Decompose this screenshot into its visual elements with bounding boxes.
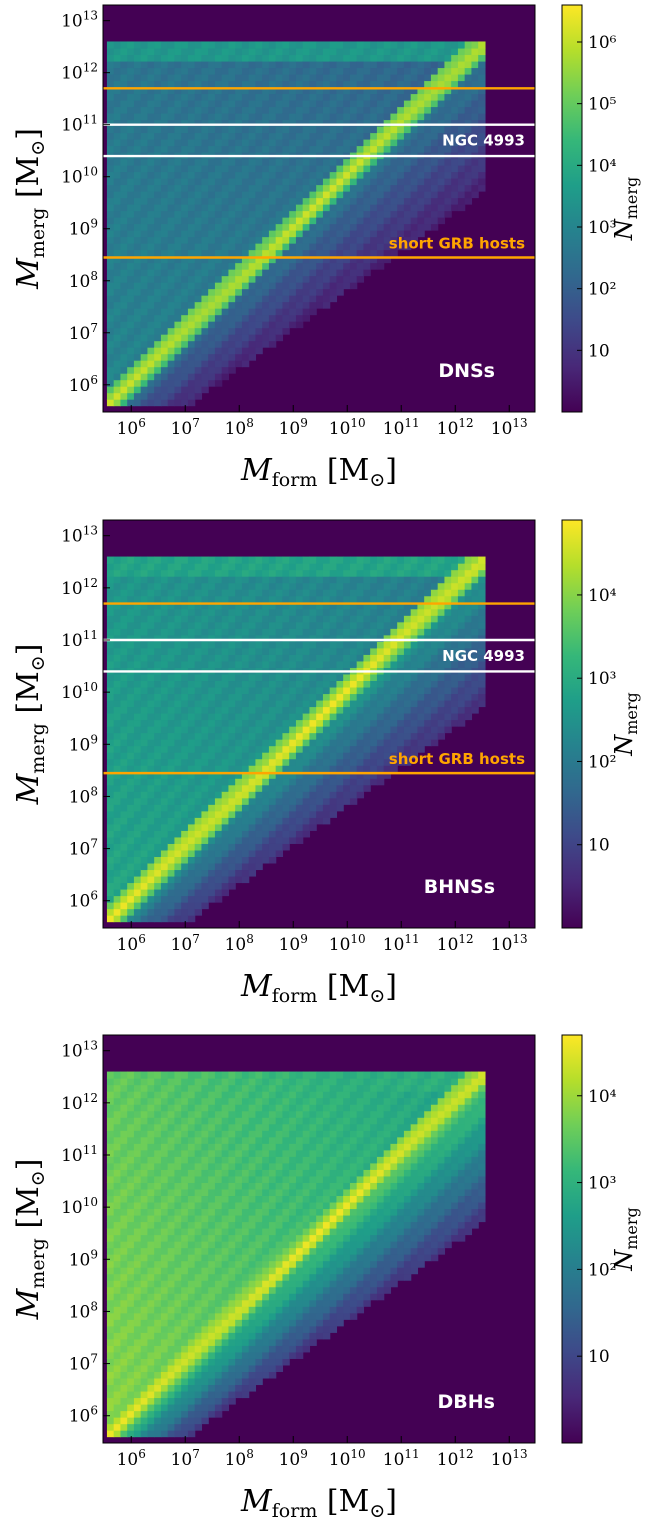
y-tick-label: 1013 — [61, 1039, 98, 1062]
y-tick-label: 1011 — [61, 628, 98, 651]
colorbar-tick-label: 10 — [588, 341, 610, 361]
colorbar-tick-label: 10 — [588, 836, 610, 856]
x-axis-label: Mform [M⊙] — [240, 1484, 397, 1519]
colorbar — [561, 1034, 583, 1444]
annotation-short-grb-hosts: short GRB hosts — [389, 750, 525, 768]
y-tick-label: 1012 — [61, 61, 98, 84]
colorbar-label: Nmerg — [610, 177, 641, 242]
x-tick-label: 106 — [117, 1447, 146, 1470]
y-tick-label: 109 — [69, 732, 98, 755]
panel-label: BHNSs — [424, 876, 495, 898]
panel-dnss: NGC 4993 short GRB hosts DNSs 106 107 108 109 1… — [11, 4, 641, 491]
colorbar-label: Nmerg — [610, 692, 641, 757]
panel-dbhs: DBHs 106 107 108 109 1010 1011 1012 1013 106 107 10… — [11, 1034, 641, 1519]
y-tick-label: 108 — [69, 269, 98, 292]
colorbar-tick-label: 10⁴ — [588, 156, 617, 176]
colorbar — [561, 4, 583, 413]
plot-frame — [102, 4, 536, 413]
y-tick-label: 1010 — [61, 165, 98, 188]
y-tick-label: 108 — [69, 784, 98, 807]
annotation-ngc-4993: NGC 4993 — [442, 647, 525, 665]
x-tick-label: 109 — [279, 416, 308, 439]
y-tick-label: 106 — [69, 373, 98, 396]
y-tick-label: 1010 — [61, 1195, 98, 1218]
x-tick-label: 108 — [225, 1447, 254, 1470]
colorbar-tick-label: 10² — [588, 752, 616, 772]
colorbar-tick-label: 10² — [588, 280, 616, 300]
y-axis-label: Mmerg [M⊙] — [11, 128, 49, 290]
x-tick-label: 107 — [171, 1447, 200, 1470]
x-tick-label: 1011 — [383, 1447, 420, 1470]
x-tick-label: 1011 — [383, 932, 420, 955]
x-axis-label: Mform [M⊙] — [240, 453, 397, 491]
panel-bhnss: NGC 4993 short GRB hosts BHNSs 106 107 108 109… — [11, 519, 641, 1007]
plot-frame — [102, 519, 536, 929]
x-tick-label: 109 — [279, 1447, 308, 1470]
y-tick-label: 1013 — [61, 9, 98, 32]
x-tick-label: 1010 — [329, 416, 366, 439]
x-tick-label: 1012 — [437, 416, 474, 439]
colorbar-tick-label: 10³ — [588, 669, 616, 689]
x-tick-label: 1010 — [329, 1447, 366, 1470]
x-tick-label: 1011 — [383, 416, 420, 439]
x-tick-label: 106 — [117, 416, 146, 439]
colorbar-tick-label: 10² — [588, 1260, 616, 1280]
y-axis-label: Mmerg [M⊙] — [11, 644, 49, 806]
colorbar-tick-label: 10³ — [588, 1174, 616, 1194]
x-tick-label: 108 — [225, 932, 254, 955]
y-tick-label: 1011 — [61, 1143, 98, 1166]
y-tick-label: 109 — [69, 217, 98, 240]
x-tick-label: 1012 — [437, 932, 474, 955]
y-axis-label: Mmerg [M⊙] — [11, 1159, 49, 1321]
x-tick-label: 1013 — [491, 416, 528, 439]
y-tick-label: 106 — [69, 889, 98, 912]
x-tick-label: 1013 — [491, 932, 528, 955]
x-tick-label: 1012 — [437, 1447, 474, 1470]
x-tick-label: 106 — [117, 932, 146, 955]
heatmap-cells — [106, 41, 486, 407]
annotation-ngc-4993: NGC 4993 — [442, 132, 525, 150]
panel-label: DNSs — [438, 360, 495, 382]
y-tick-label: 107 — [69, 1352, 98, 1375]
x-tick-label: 109 — [279, 932, 308, 955]
x-tick-label: 1013 — [491, 1447, 528, 1470]
colorbar-tick-label: 10⁴ — [588, 1087, 617, 1107]
colorbar-tick-label: 10 — [588, 1347, 610, 1367]
y-tick-label: 107 — [69, 321, 98, 344]
y-tick-label: 1012 — [61, 1091, 98, 1114]
y-tick-label: 1012 — [61, 576, 98, 599]
x-tick-label: 108 — [225, 416, 254, 439]
y-tick-label: 107 — [69, 837, 98, 860]
x-tick-label: 107 — [171, 932, 200, 955]
y-tick-label: 108 — [69, 1299, 98, 1322]
y-tick-label: 1010 — [61, 680, 98, 703]
annotation-short-grb-hosts: short GRB hosts — [389, 235, 525, 253]
colorbar-tick-label: 10⁴ — [588, 586, 617, 606]
heatmap-cells — [106, 556, 486, 923]
y-tick-label: 1011 — [61, 113, 98, 136]
heatmap-cells — [106, 1071, 486, 1438]
panel-label: DBHs — [438, 1391, 495, 1413]
colorbar-tick-label: 10³ — [588, 218, 616, 238]
colorbar-tick-label: 10⁵ — [588, 95, 617, 115]
x-tick-label: 107 — [171, 416, 200, 439]
y-tick-label: 109 — [69, 1247, 98, 1270]
x-axis-label: Mform [M⊙] — [240, 969, 397, 1007]
colorbar — [561, 519, 583, 929]
y-tick-label: 106 — [69, 1404, 98, 1427]
plot-frame — [102, 1034, 536, 1444]
colorbar-label: Nmerg — [610, 1207, 641, 1272]
x-tick-label: 1010 — [329, 932, 366, 955]
y-tick-label: 1013 — [61, 524, 98, 547]
colorbar-tick-label: 10⁶ — [588, 33, 617, 53]
